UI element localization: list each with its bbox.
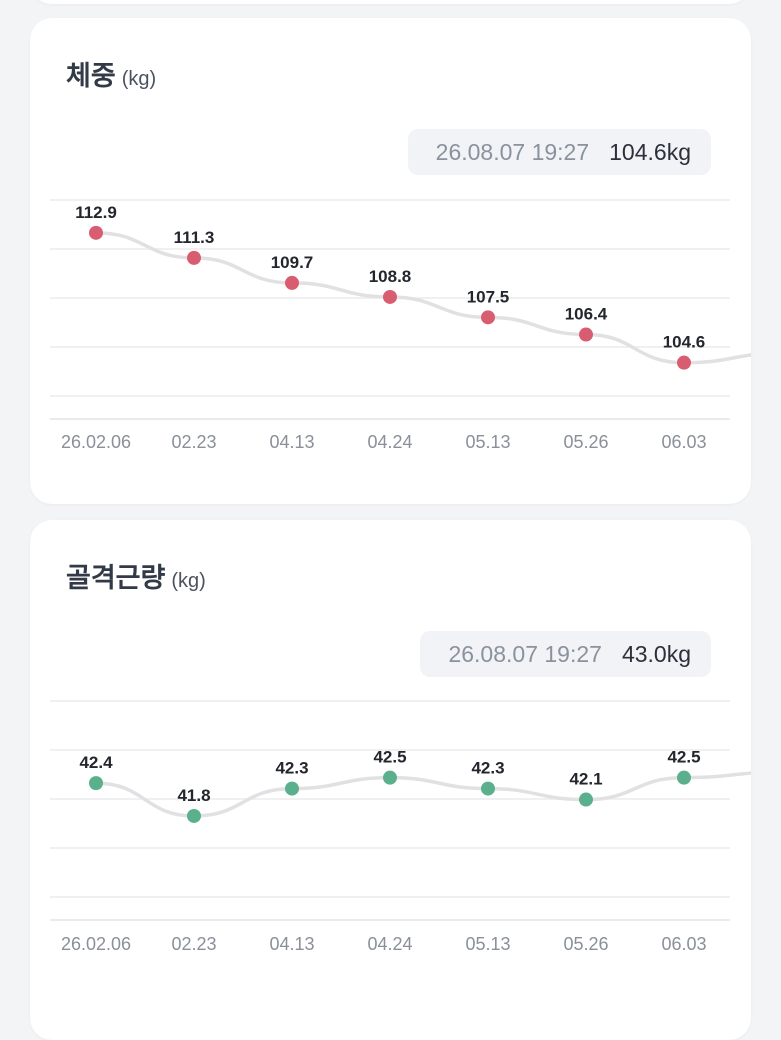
data-point — [481, 310, 495, 325]
x-tick-label: 05.13 — [465, 934, 510, 954]
x-tick-label: 05.13 — [465, 432, 510, 452]
data-label: 42.4 — [79, 753, 113, 772]
data-label: 109.7 — [271, 253, 314, 272]
x-tick-label: 04.13 — [269, 934, 314, 954]
muscle-chart: 42.4 26.02.06 41.8 02.23 42.3 04.13 42.5 04.24 4… — [50, 700, 751, 954]
series-line — [94, 231, 751, 365]
x-tick-label: 05.26 — [563, 432, 608, 452]
previous-card — [30, 0, 751, 4]
data-point — [187, 808, 201, 823]
x-tick-label: 26.02.06 — [61, 934, 131, 954]
x-tick-label: 06.03 — [661, 934, 706, 954]
data-point — [481, 781, 495, 796]
data-label: 112.9 — [75, 203, 117, 222]
weight-title: 체중 — [66, 61, 116, 91]
data-label: 42.5 — [373, 748, 406, 767]
data-label: 42.1 — [569, 770, 602, 789]
data-label: 107.5 — [467, 287, 510, 306]
data-point — [383, 289, 397, 304]
weight-card: 체중 (kg) 26.08.07 19:27 104.6kg 112.9 26.0… — [30, 18, 751, 504]
x-tick-label: 02.23 — [171, 432, 216, 452]
x-tick-label: 04.24 — [367, 432, 412, 452]
data-point — [285, 781, 299, 796]
weight-unit: (kg) — [121, 68, 157, 90]
muscle-latest-value: 43.0kg — [621, 640, 691, 667]
data-point — [677, 770, 691, 785]
weight-latest-badge: 26.08.07 19:27 104.6kg — [407, 129, 711, 175]
data-label: 108.8 — [369, 267, 412, 286]
x-tick-label: 26.02.06 — [61, 432, 131, 452]
x-tick-label: 04.24 — [367, 934, 412, 954]
muscle-title-row: 골격근량 (kg) — [66, 556, 206, 595]
muscle-unit: (kg) — [171, 570, 206, 592]
data-point — [383, 770, 397, 785]
weight-chart: 112.9 26.02.06 111.3 02.23 109.7 04.13 108.8 04… — [50, 199, 751, 452]
data-label: 106.4 — [565, 305, 608, 324]
data-label: 42.5 — [667, 748, 700, 767]
data-point — [187, 250, 201, 265]
data-label: 42.3 — [471, 759, 504, 778]
weight-title-row: 체중 (kg) — [66, 54, 156, 93]
x-tick-label: 04.13 — [269, 432, 314, 452]
weight-latest-time: 26.08.07 19:27 — [435, 138, 590, 165]
muscle-title: 골격근량 — [66, 563, 166, 593]
x-tick-label: 06.03 — [661, 432, 706, 452]
data-point — [579, 792, 593, 807]
data-label: 104.6 — [663, 333, 706, 352]
data-point — [89, 225, 103, 240]
data-point — [677, 355, 691, 370]
weight-latest-value: 104.6kg — [609, 138, 691, 165]
muscle-latest-time: 26.08.07 19:27 — [448, 640, 602, 667]
x-tick-label: 02.23 — [171, 934, 216, 954]
data-label: 111.3 — [174, 228, 215, 247]
data-point — [579, 327, 593, 342]
muscle-card: 골격근량 (kg) 26.08.07 19:27 43.0kg 42.4 26.0… — [30, 520, 751, 1040]
data-point — [285, 275, 299, 290]
x-tick-label: 05.26 — [563, 934, 608, 954]
muscle-latest-badge: 26.08.07 19:27 43.0kg — [420, 631, 711, 677]
data-label: 41.8 — [177, 786, 210, 805]
data-label: 42.3 — [275, 759, 308, 778]
data-point — [89, 776, 103, 791]
